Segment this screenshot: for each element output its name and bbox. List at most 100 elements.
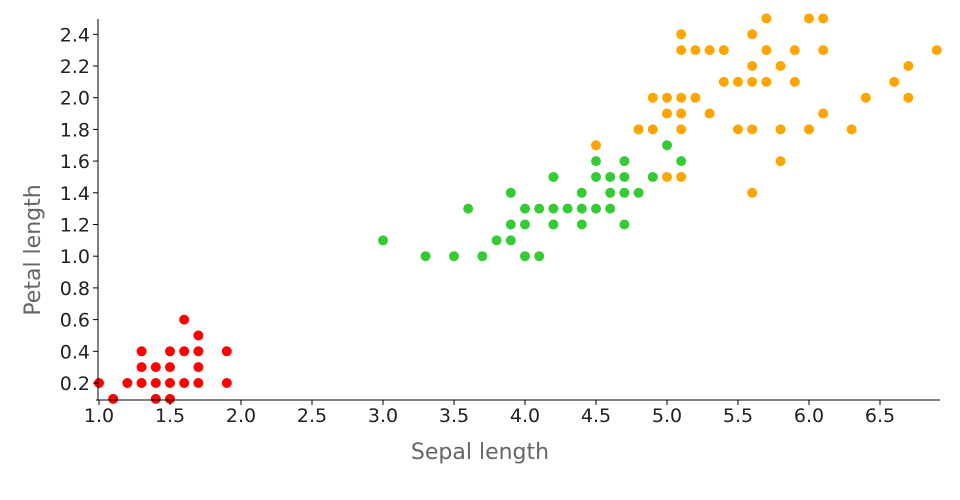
data-point — [193, 362, 204, 373]
data-point — [548, 171, 559, 182]
y-tick-label: 1.6 — [60, 151, 90, 173]
data-point — [789, 45, 800, 56]
data-point — [761, 45, 772, 56]
data-point — [605, 171, 616, 182]
x-tick-label: 1.5 — [155, 405, 185, 427]
data-point — [733, 76, 743, 87]
data-point — [718, 76, 729, 87]
y-tick-label: 1.8 — [60, 119, 90, 141]
data-point — [747, 61, 758, 71]
data-point — [775, 156, 786, 167]
data-point — [179, 378, 190, 388]
x-tick-label: 2.0 — [226, 405, 256, 427]
data-point — [165, 362, 175, 373]
data-point — [804, 124, 814, 135]
data-point — [520, 219, 530, 230]
data-point — [676, 92, 687, 103]
data-point — [548, 219, 559, 230]
series-1 — [378, 124, 687, 262]
data-point — [520, 203, 530, 214]
data-point — [576, 187, 587, 198]
series-2 — [591, 13, 942, 198]
data-point — [108, 393, 119, 404]
data-point — [761, 76, 772, 87]
data-point — [647, 92, 658, 103]
data-point — [605, 187, 616, 198]
data-point — [789, 76, 800, 87]
x-axis-ticks: 1.0 1.5 2.0 2.5 3.0 3.5 4.0 4.5 5.0 5.5 6.0 6.5 — [84, 400, 895, 427]
data-point — [690, 92, 701, 103]
data-point — [505, 187, 516, 198]
data-point — [591, 171, 601, 182]
y-tick-label: 1.0 — [60, 246, 90, 268]
data-point — [179, 346, 190, 357]
data-point — [775, 61, 786, 71]
data-point — [846, 124, 857, 135]
data-point — [860, 92, 871, 103]
x-tick-label: 4.0 — [510, 405, 540, 427]
y-tick-label: 0.8 — [60, 278, 90, 300]
data-point — [150, 378, 161, 388]
data-point — [676, 108, 687, 119]
data-point — [662, 92, 672, 103]
series-0 — [94, 314, 232, 404]
y-tick-label: 0.2 — [60, 373, 90, 395]
y-axis-title: Petal length — [21, 184, 46, 315]
data-point — [931, 45, 942, 56]
data-point — [505, 219, 516, 230]
data-point — [150, 393, 161, 404]
data-point — [647, 124, 658, 135]
x-tick-label: 6.0 — [794, 405, 824, 427]
y-tick-label: 0.4 — [60, 341, 90, 363]
data-point — [747, 124, 758, 135]
data-point — [165, 393, 175, 404]
data-point — [576, 203, 587, 214]
x-axis-title: Sepal length — [411, 440, 549, 465]
y-tick-label: 2.0 — [60, 88, 90, 110]
data-point — [165, 378, 175, 388]
data-point — [576, 219, 587, 230]
data-point — [633, 187, 644, 198]
data-point — [662, 140, 672, 151]
data-point — [193, 378, 204, 388]
data-point — [420, 251, 431, 262]
data-point — [747, 76, 758, 87]
x-tick-label: 6.5 — [865, 405, 895, 427]
data-point — [704, 108, 715, 119]
y-tick-label: 1.4 — [60, 183, 90, 205]
data-point — [221, 346, 232, 357]
data-point — [136, 378, 147, 388]
x-tick-label: 5.5 — [723, 405, 753, 427]
data-point — [477, 251, 488, 262]
y-tick-label: 2.2 — [60, 56, 90, 78]
data-point — [619, 171, 630, 182]
data-point — [704, 45, 715, 56]
data-point — [94, 378, 104, 388]
data-point — [136, 346, 147, 357]
data-point — [534, 203, 545, 214]
data-point — [903, 92, 914, 103]
data-point — [463, 203, 474, 214]
data-point — [221, 378, 232, 388]
data-point — [690, 45, 701, 56]
data-point — [179, 314, 190, 325]
y-tick-label: 1.2 — [60, 215, 90, 237]
data-point — [505, 235, 516, 246]
data-point — [193, 346, 204, 357]
data-point — [662, 108, 672, 119]
data-point — [193, 330, 204, 341]
data-point — [491, 235, 502, 246]
data-point — [136, 362, 147, 373]
data-point — [378, 235, 388, 246]
y-axis-ticks: 0.2 0.4 0.6 0.8 1.0 1.2 1.4 1.6 1.8 2.0 2.2 2.4 — [60, 24, 98, 395]
x-tick-label: 1.0 — [84, 405, 114, 427]
x-tick-label: 4.5 — [581, 405, 611, 427]
data-point — [676, 171, 687, 182]
data-point — [150, 362, 161, 373]
data-point — [619, 187, 630, 198]
data-point — [562, 203, 573, 214]
data-point — [591, 140, 601, 151]
data-point — [165, 346, 175, 357]
data-point — [818, 13, 829, 24]
